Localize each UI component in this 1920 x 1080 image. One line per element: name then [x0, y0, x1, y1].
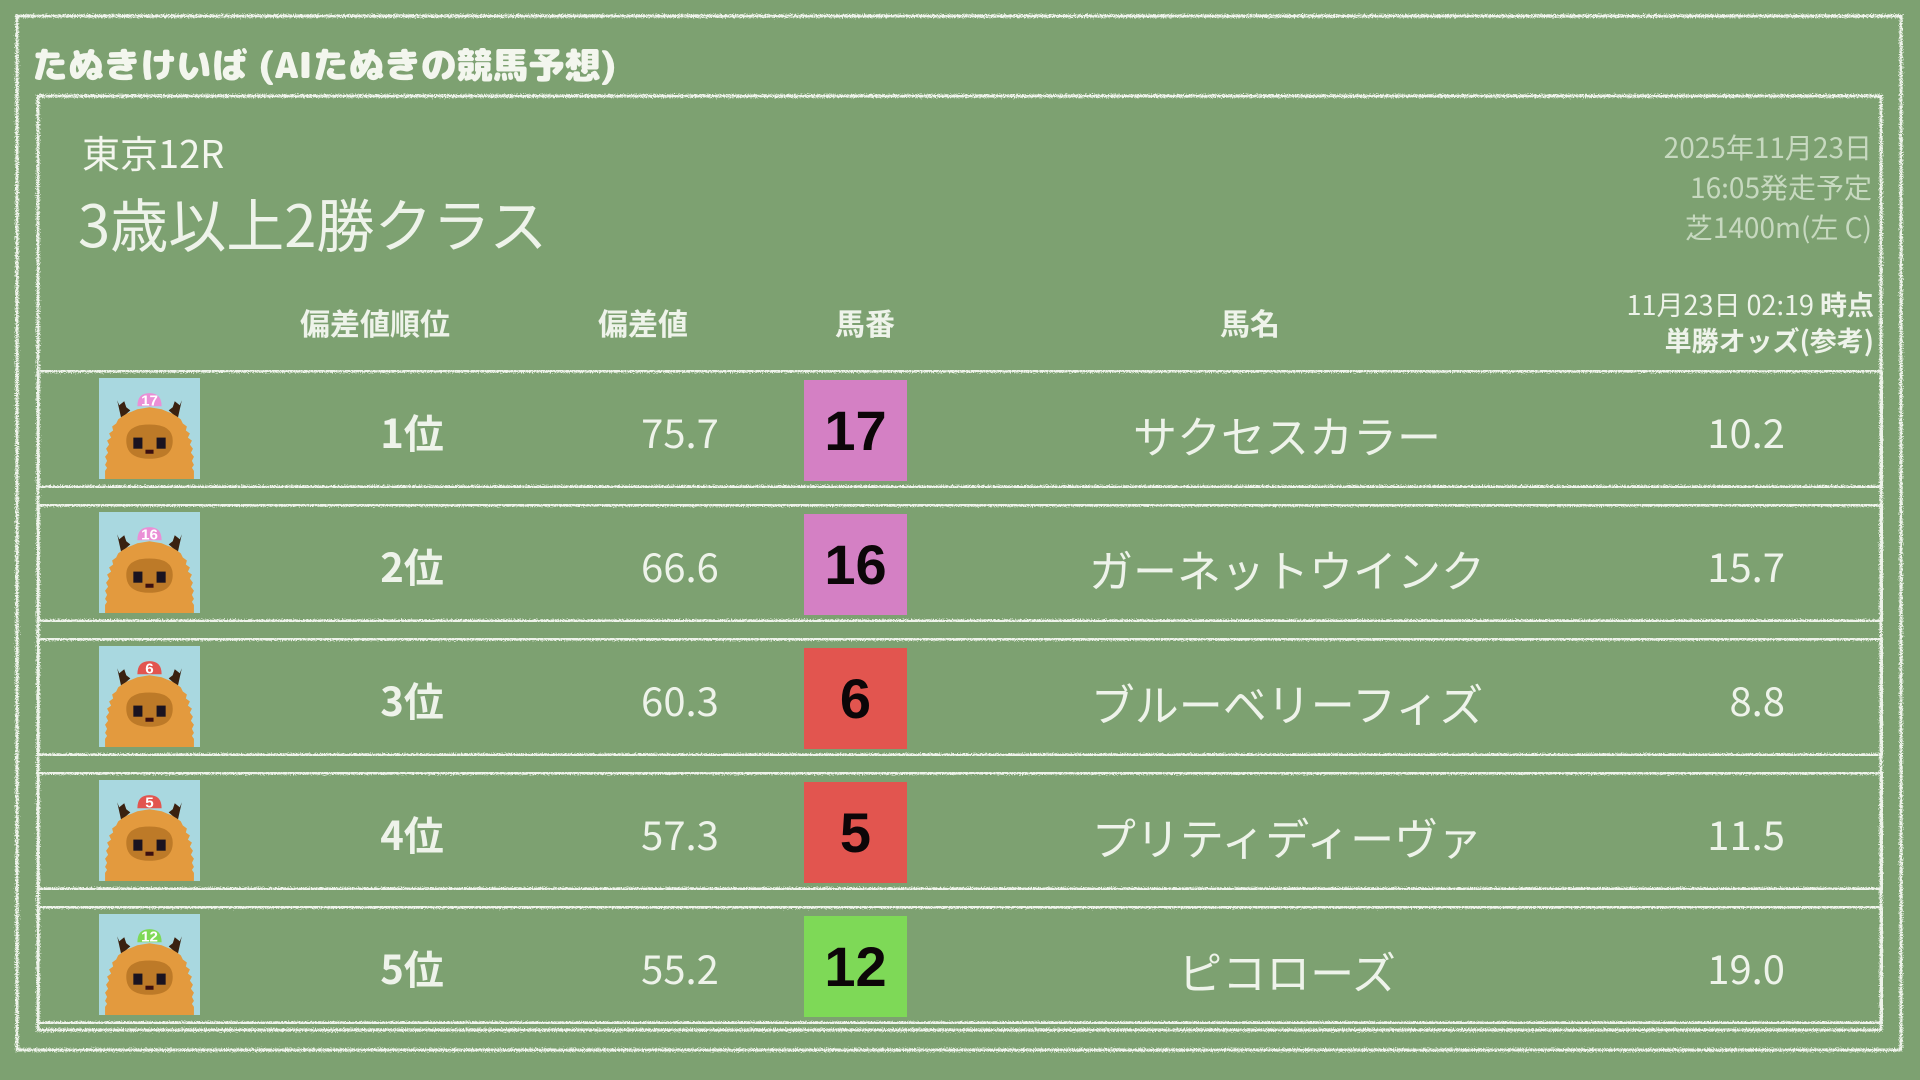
svg-text:6: 6	[145, 660, 153, 677]
svg-text:17: 17	[141, 392, 158, 409]
svg-text:12: 12	[141, 928, 158, 945]
svg-text:16: 16	[141, 526, 158, 543]
svg-text:5: 5	[145, 794, 153, 811]
